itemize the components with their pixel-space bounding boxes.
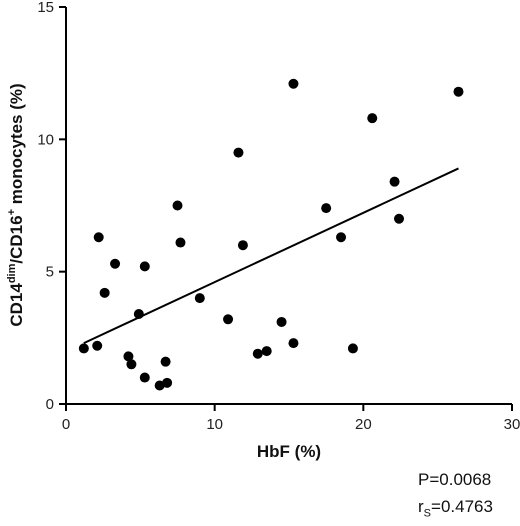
rs-prefix: r <box>418 497 424 516</box>
data-point <box>92 340 103 351</box>
data-point <box>347 343 358 354</box>
data-point <box>139 372 150 383</box>
p-value-annotation: P=0.0068 <box>418 470 492 489</box>
data-point <box>139 261 150 272</box>
data-point <box>394 213 405 224</box>
data-point <box>321 203 332 214</box>
data-point <box>237 240 248 251</box>
y-axis-title-mid: /CD16 <box>7 215 26 263</box>
ticks: 0 10 20 30 0 5 10 15 <box>37 0 520 433</box>
rs-subscript: S <box>423 507 432 520</box>
y-tick-label: 10 <box>37 131 54 148</box>
regression-line <box>83 167 459 345</box>
y-axis-title-sup2: + <box>6 209 18 215</box>
x-tick-label: 20 <box>355 416 372 433</box>
data-point <box>78 343 89 354</box>
y-axis-title-sup1: dim <box>6 263 18 283</box>
x-axis-title: HbF (%) <box>257 442 321 461</box>
x-tick-label: 10 <box>206 416 223 433</box>
data-point <box>288 78 299 89</box>
y-axis-title-base: CD14 <box>7 283 26 327</box>
data-point <box>367 113 378 124</box>
data-point <box>133 309 144 320</box>
x-tick-label: 0 <box>62 416 70 433</box>
data-point <box>162 377 173 388</box>
data-point <box>172 200 183 211</box>
data-point <box>261 346 272 357</box>
data-point <box>110 258 121 269</box>
data-point <box>175 237 186 248</box>
y-tick-label: 0 <box>46 396 54 413</box>
y-axis-title-rest: monocytes (%) <box>7 83 26 209</box>
data-point <box>288 338 299 349</box>
y-tick-label: 5 <box>46 264 54 281</box>
data-point <box>160 356 171 367</box>
axes <box>65 7 512 405</box>
data-point <box>336 232 347 243</box>
data-point <box>123 351 134 362</box>
data-point <box>126 359 137 370</box>
x-tick-label: 30 <box>504 416 520 433</box>
rs-annotation: rS=0.4763 <box>418 497 493 519</box>
data-point <box>233 147 244 158</box>
data-point <box>453 86 464 97</box>
data-point <box>194 293 205 304</box>
data-point <box>276 316 287 327</box>
data-point <box>252 348 263 359</box>
data-point <box>93 232 104 243</box>
data-points <box>78 78 464 391</box>
regression-line-group <box>83 167 459 345</box>
y-tick-label: 15 <box>37 0 54 16</box>
rs-value: =0.4763 <box>431 497 493 516</box>
data-point <box>389 176 400 187</box>
data-point <box>223 314 234 325</box>
data-point <box>99 287 110 298</box>
y-axis-title: CD14dim/CD16+ monocytes (%) <box>6 83 26 326</box>
